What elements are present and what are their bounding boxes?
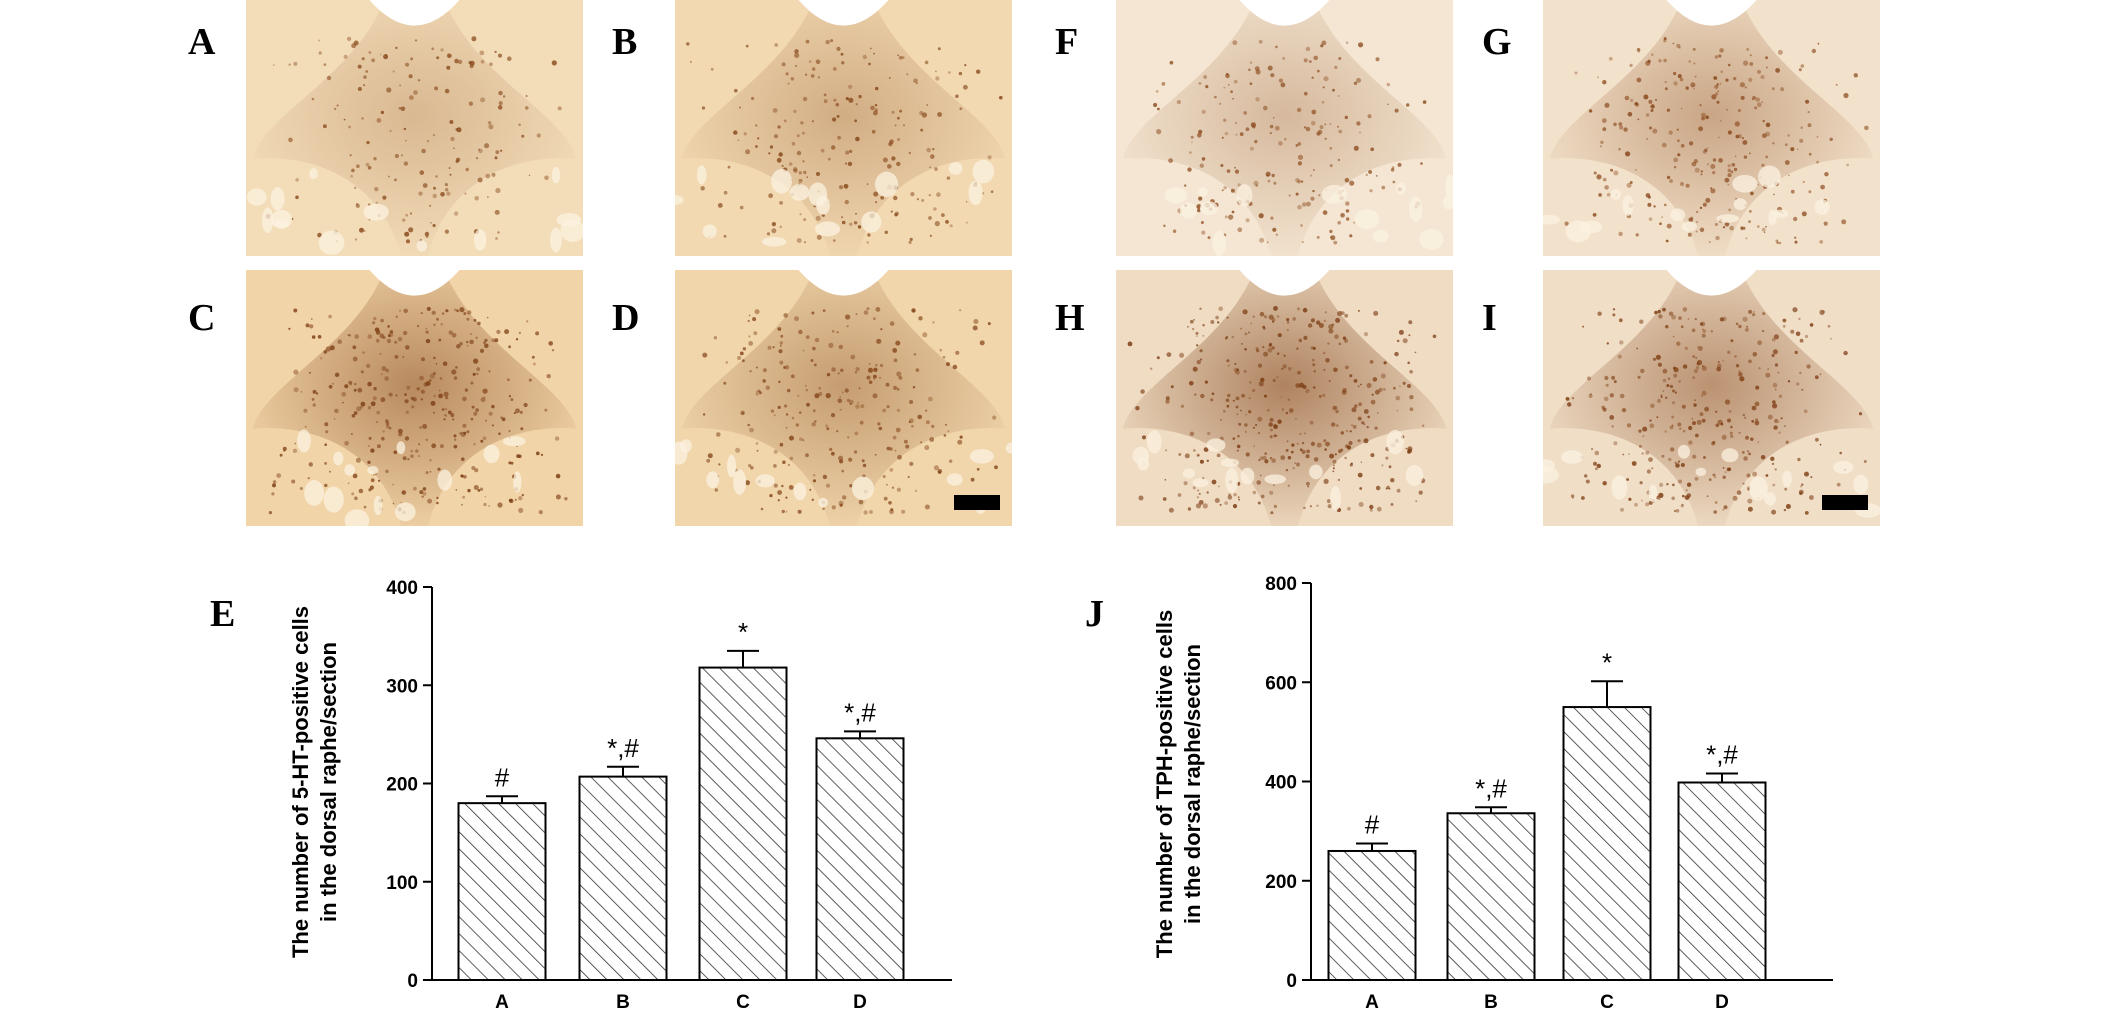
bar [1327,849,1417,981]
significance-label: *,# [607,733,639,763]
bar [815,737,905,981]
x-tick-label: B [1484,992,1498,1010]
significance-label: *,# [1706,740,1738,770]
chart-e-bars: # A *,# B * C *,# D [457,617,905,1010]
micrograph-c [246,270,583,526]
significance-label: * [738,617,748,647]
chart-j-bars: # A *,# B * C *,# D [1327,647,1767,1010]
x-tick-label: A [1365,992,1379,1010]
bar [1446,812,1536,982]
micrograph-b [675,0,1012,256]
ylabel-line-2: in the dorsal raphe/section [1180,644,1205,924]
bar [457,802,547,982]
y-tick-label: 100 [386,873,418,894]
panel-label-b: B [612,21,638,63]
y-tick-label: 0 [407,971,418,992]
significance-label: *,# [844,697,876,727]
bar [1562,706,1652,981]
x-tick-label: A [495,992,509,1010]
ylabel-line-2: in the dorsal raphe/section [316,642,341,922]
y-tick-label: 200 [1265,872,1297,893]
panel-label-i: I [1482,297,1497,339]
ylabel-line-1: The number of TPH-positive cells [1152,610,1177,958]
bar [1677,781,1767,981]
x-tick-label: D [853,992,867,1010]
scale-bar-left [954,495,1000,510]
y-tick-label: 300 [386,676,418,697]
significance-label: # [495,762,510,792]
chart-j-ylabel: The number of TPH-positive cells in the … [1152,610,1205,958]
panel-label-a: A [188,21,216,63]
chart-e-ylabel: The number of 5-HT-positive cells in the… [288,606,341,958]
micrograph-i [1543,270,1880,526]
micrograph-h [1116,270,1453,526]
scale-bar-right [1822,495,1868,510]
x-tick-label: C [1600,992,1614,1010]
y-tick-label: 200 [386,775,418,796]
y-tick-label: 400 [386,578,418,599]
micrograph-d [675,270,1012,526]
y-tick-label: 0 [1286,971,1297,992]
bar-chart-e: The number of 5-HT-positive cells in the… [288,578,952,1010]
x-tick-label: D [1715,992,1729,1010]
micrograph-g [1543,0,1880,256]
micrograph-a [246,0,583,256]
significance-label: # [1365,810,1380,840]
ylabel-line-1: The number of 5-HT-positive cells [288,606,313,958]
panel-label-h: H [1055,297,1085,339]
significance-label: * [1602,647,1612,677]
x-tick-label: C [736,992,750,1010]
significance-label: *,# [1475,773,1507,803]
panel-label-e: E [210,593,236,635]
y-tick-label: 600 [1265,673,1297,694]
y-tick-label: 400 [1265,773,1297,794]
panel-label-j: J [1085,593,1104,635]
panel-label-d: D [612,297,640,339]
micrograph-f [1116,0,1453,256]
x-tick-label: B [616,992,630,1010]
panel-label-c: C [188,297,216,339]
panel-label-g: G [1482,21,1512,63]
panel-label-f: F [1055,21,1079,63]
bar [578,775,668,981]
y-tick-label: 800 [1265,574,1297,595]
